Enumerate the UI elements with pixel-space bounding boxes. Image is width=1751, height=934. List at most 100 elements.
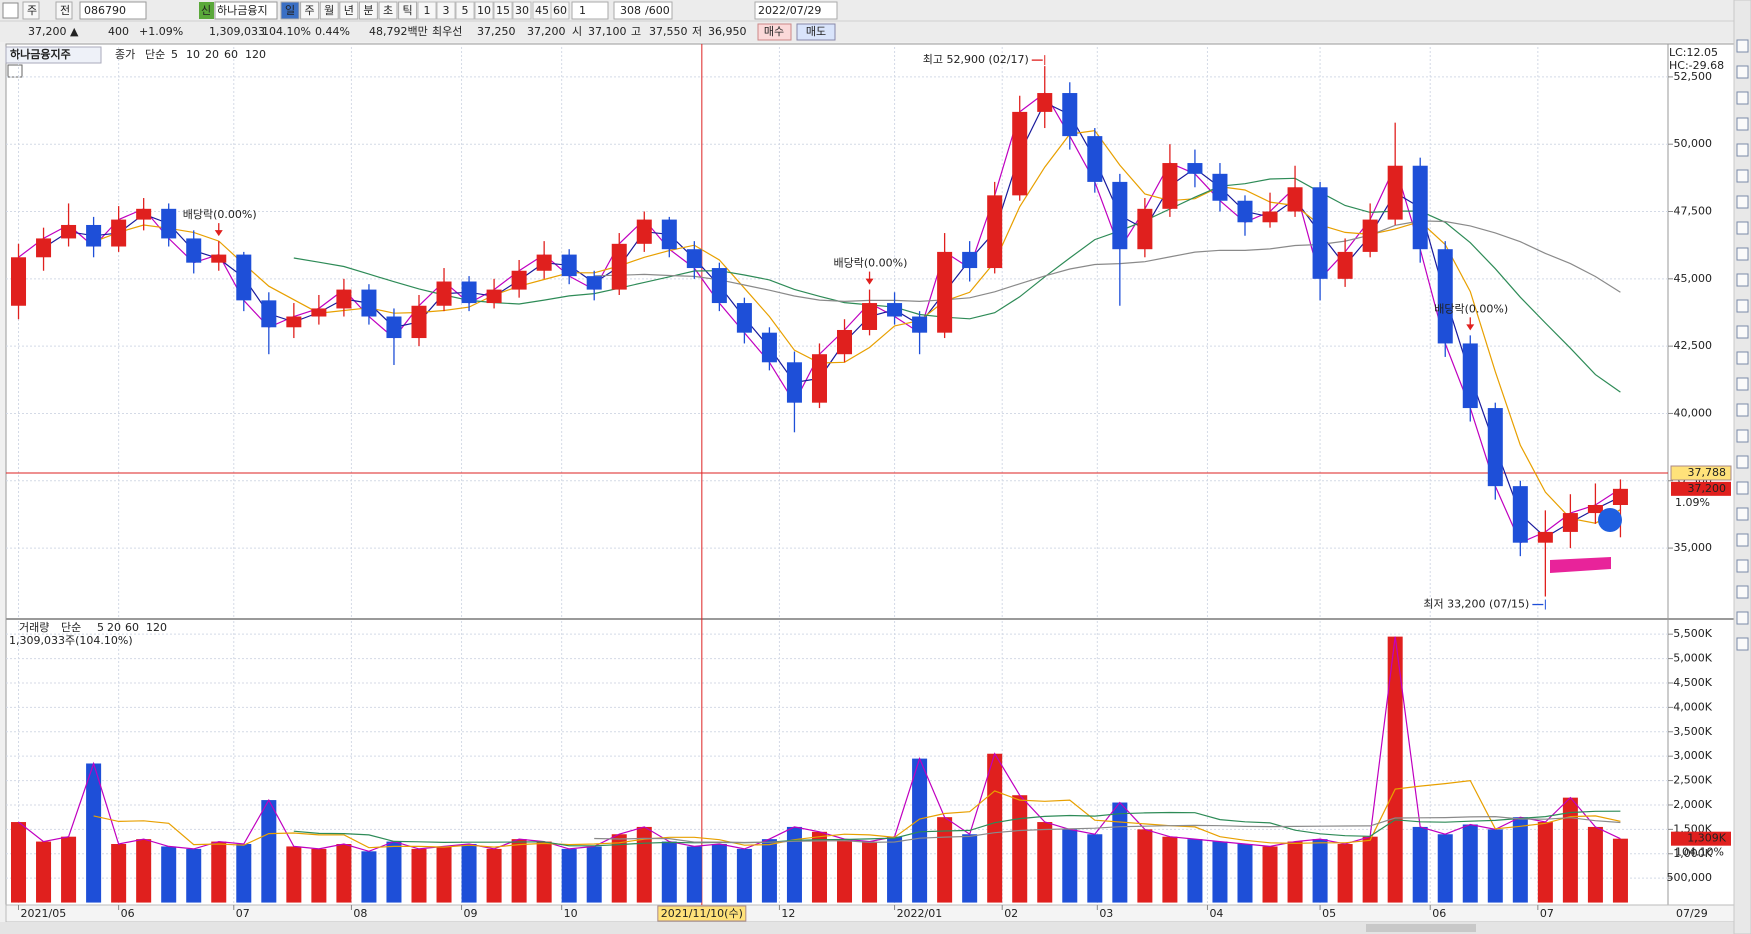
code-input[interactable]: [79, 1, 147, 20]
side-tool[interactable]: [1736, 377, 1749, 391]
toolbar-button[interactable]: [55, 1, 73, 20]
interval-button[interactable]: [417, 1, 437, 20]
volume-bar: [837, 839, 853, 903]
period-button[interactable]: [300, 1, 320, 20]
period-button[interactable]: [378, 1, 398, 20]
period-label[interactable]: 주: [305, 4, 315, 17]
side-tool[interactable]: [1736, 481, 1749, 495]
period-label[interactable]: 틱: [403, 4, 413, 17]
code-input-text[interactable]: 086790: [84, 4, 126, 17]
sell-button[interactable]: [796, 23, 836, 41]
candle-body: [486, 289, 502, 304]
interval-button[interactable]: [474, 1, 494, 20]
volume-bar: [1362, 836, 1378, 903]
side-tool[interactable]: [1736, 299, 1749, 313]
side-tool[interactable]: [1736, 169, 1749, 183]
side-tool[interactable]: [1736, 585, 1749, 599]
period-button[interactable]: [319, 1, 339, 20]
interval-label[interactable]: 10: [477, 4, 491, 17]
volume-bar: [1612, 838, 1628, 903]
candle-body: [761, 332, 777, 363]
x-tick-label: 03: [1099, 907, 1113, 920]
candle-body: [1087, 136, 1103, 182]
side-tool[interactable]: [1736, 143, 1749, 157]
side-tool[interactable]: [1736, 533, 1749, 547]
side-tool[interactable]: [1736, 559, 1749, 573]
volume-bar: [1237, 844, 1253, 903]
volume-bar: [511, 839, 527, 903]
period-label[interactable]: 분: [363, 4, 373, 17]
lc-label: LC:12.05: [1669, 46, 1718, 59]
side-tool[interactable]: [1736, 455, 1749, 469]
side-tool[interactable]: [1736, 351, 1749, 365]
side-tool[interactable]: [1736, 429, 1749, 443]
interval-button[interactable]: [512, 1, 532, 20]
period-label[interactable]: 초: [383, 4, 393, 17]
high-annotation: 최고 52,900 (02/17): [923, 53, 1029, 66]
volume-summary: 1,309,033주(104.10%): [9, 634, 133, 647]
period-button[interactable]: [280, 1, 300, 20]
y-tick-label: 45,000: [1674, 272, 1713, 285]
quote-best-label: 최우선: [432, 25, 462, 38]
period-button[interactable]: [398, 1, 418, 20]
volume-ma-label: 단순: [61, 621, 81, 634]
side-tool[interactable]: [1736, 611, 1749, 625]
scrollbar[interactable]: [0, 922, 1751, 934]
side-tool[interactable]: [1736, 39, 1749, 53]
interval-button[interactable]: [455, 1, 475, 20]
interval-label[interactable]: 3: [443, 4, 450, 17]
candle-body: [1587, 504, 1603, 514]
interval-button[interactable]: [550, 1, 570, 20]
period-label[interactable]: 일: [285, 3, 295, 17]
side-tool[interactable]: [1736, 247, 1749, 261]
side-tool[interactable]: [1736, 637, 1749, 651]
volume-bar: [1187, 839, 1203, 903]
interval-button[interactable]: [436, 1, 456, 20]
buy-button[interactable]: [757, 23, 792, 41]
scroll-thumb[interactable]: [1366, 924, 1476, 932]
toolbar-button[interactable]: [22, 1, 40, 20]
shown-box[interactable]: [613, 1, 673, 20]
volume-legend-ma: 20: [107, 621, 121, 634]
quote-low: 36,950: [708, 25, 747, 38]
date-box[interactable]: [754, 1, 838, 20]
buy-label[interactable]: 매수: [764, 25, 784, 38]
side-tool[interactable]: [1736, 507, 1749, 521]
interval-label[interactable]: 45: [535, 4, 549, 17]
toolbar-label[interactable]: 전: [60, 4, 70, 17]
crosshair-y-box: [1670, 465, 1732, 481]
side-tool[interactable]: [1736, 117, 1749, 131]
side-tool[interactable]: [1736, 325, 1749, 339]
period-label[interactable]: 년: [344, 4, 354, 17]
name-box[interactable]: [214, 1, 278, 20]
sell-label[interactable]: 매도: [806, 25, 826, 38]
interval-label[interactable]: 15: [496, 4, 510, 17]
table-icon[interactable]: [7, 64, 23, 78]
menu-icon[interactable]: [2, 2, 19, 19]
period-label[interactable]: 월: [324, 4, 334, 17]
legend-ma: 60: [224, 48, 238, 61]
side-tool[interactable]: [1736, 195, 1749, 209]
crosshair-x-box: [657, 905, 747, 922]
candle-body: [1412, 165, 1428, 250]
interval-label[interactable]: 30: [515, 4, 529, 17]
interval-label[interactable]: 5: [462, 4, 469, 17]
side-tool[interactable]: [1736, 403, 1749, 417]
candle-body: [1537, 531, 1553, 543]
period-button[interactable]: [358, 1, 378, 20]
interval-label[interactable]: 1: [424, 4, 431, 17]
side-tool[interactable]: [1736, 273, 1749, 287]
volume-bar: [686, 846, 702, 903]
side-tool[interactable]: [1736, 221, 1749, 235]
x-tick-label: 02: [1004, 907, 1018, 920]
side-tool[interactable]: [1736, 91, 1749, 105]
period-button[interactable]: [339, 1, 359, 20]
toolbar-label[interactable]: 주: [27, 4, 37, 17]
side-tool[interactable]: [1736, 65, 1749, 79]
count-box[interactable]: [571, 1, 609, 20]
interval-button[interactable]: [493, 1, 513, 20]
y-tick-label: 50,000: [1674, 137, 1713, 150]
x-tick-label: 08: [353, 907, 367, 920]
candle-body: [661, 219, 677, 250]
interval-label[interactable]: 60: [553, 4, 567, 17]
